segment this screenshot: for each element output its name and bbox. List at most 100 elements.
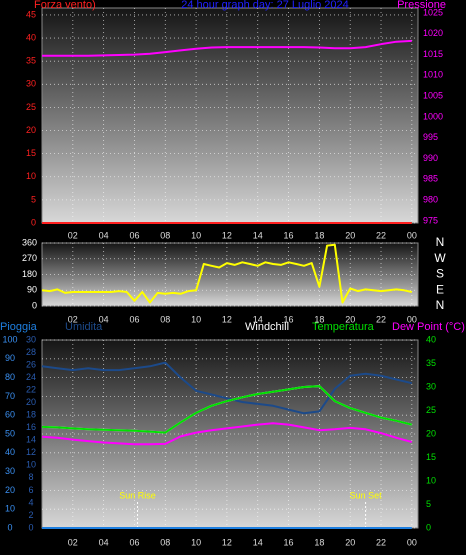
legend-entry: Umidita [65, 321, 103, 333]
x-tick-label: 08 [160, 230, 170, 240]
x-tick-label: 20 [345, 537, 355, 547]
y2label: Pressione [397, 0, 446, 11]
y2-tick-label: W [434, 251, 446, 265]
y-tick-label: 80 [5, 372, 15, 382]
legend-entry: Dew Point (°C) [392, 321, 465, 333]
x-tick-label: 18 [314, 314, 324, 324]
legend-entry: Pioggia [0, 321, 38, 333]
legend-entry: Temperatura [312, 321, 375, 333]
y2-tick-label: 1020 [423, 28, 443, 38]
x-tick-label: 14 [253, 230, 263, 240]
y-tick-label: 90 [27, 285, 37, 295]
y2-tick-label: 0 [426, 522, 431, 532]
x-tick-label: 14 [253, 314, 263, 324]
x-tick-label: 00 [407, 537, 417, 547]
y3-tick-label: 0 [28, 522, 33, 532]
y-tick-label: 0 [32, 300, 37, 310]
y3-tick-label: 18 [26, 410, 36, 420]
y-tick-label: 0 [7, 522, 12, 532]
y3-tick-label: 6 [28, 485, 33, 495]
x-tick-label: 12 [222, 230, 232, 240]
x-tick-label: 08 [160, 314, 170, 324]
y2-tick-label: 1005 [423, 91, 443, 101]
y2-tick-label: 990 [423, 153, 438, 163]
y2-tick-label: 35 [426, 358, 436, 368]
y3-tick-label: 24 [26, 372, 36, 382]
x-tick-label: 10 [191, 537, 201, 547]
y-tick-label: 20 [5, 485, 15, 495]
y2-tick-label: 1000 [423, 111, 443, 121]
y-tick-label: 15 [26, 148, 36, 158]
y-tick-label: 35 [26, 56, 36, 66]
y3-tick-label: 10 [26, 460, 36, 470]
x-tick-label: 10 [191, 314, 201, 324]
y-tick-label: 100 [2, 334, 17, 344]
y3-tick-label: 30 [26, 334, 36, 344]
y2-tick-label: N [436, 235, 445, 249]
series-line [41, 243, 413, 304]
x-tick-label: 22 [376, 230, 386, 240]
y-tick-label: 30 [5, 466, 15, 476]
x-tick-label: 08 [160, 537, 170, 547]
x-tick-label: 20 [345, 230, 355, 240]
x-tick-label: 18 [314, 230, 324, 240]
x-tick-label: 18 [314, 537, 324, 547]
x-tick-label: 16 [284, 537, 294, 547]
y-tick-label: 20 [26, 125, 36, 135]
x-tick-label: 16 [284, 230, 294, 240]
y2-tick-label: 975 [423, 215, 438, 225]
y2-tick-label: 995 [423, 132, 438, 142]
y2-tick-label: N [436, 298, 445, 312]
y2-tick-label: 20 [426, 428, 436, 438]
x-tick-label: 04 [99, 314, 109, 324]
y-tick-label: 0 [31, 217, 36, 227]
y3-tick-label: 26 [26, 359, 36, 369]
x-tick-label: 10 [191, 230, 201, 240]
plot-area [41, 7, 419, 224]
x-tick-label: 04 [99, 537, 109, 547]
y-tick-label: 90 [5, 353, 15, 363]
y-tick-label: 40 [26, 32, 36, 42]
x-tick-label: 12 [222, 537, 232, 547]
series-line [41, 385, 413, 434]
y2-tick-label: 1010 [423, 70, 443, 80]
y3-tick-label: 16 [26, 422, 36, 432]
x-tick-label: 06 [129, 230, 139, 240]
y-tick-label: 270 [22, 253, 37, 263]
x-tick-label: 00 [407, 314, 417, 324]
x-tick-label: 06 [129, 314, 139, 324]
y-tick-label: 360 [22, 237, 37, 247]
y-tick-label: 10 [26, 171, 36, 181]
x-tick-label: 02 [68, 314, 78, 324]
x-tick-label: 20 [345, 314, 355, 324]
y2-tick-label: 1015 [423, 49, 443, 59]
y3-tick-label: 28 [26, 347, 36, 357]
y2-tick-label: E [436, 282, 444, 296]
x-tick-label: 22 [376, 314, 386, 324]
y3-tick-label: 4 [28, 497, 33, 507]
y2-tick-label: S [436, 267, 444, 281]
x-tick-label: 22 [376, 537, 386, 547]
x-tick-label: 16 [284, 314, 294, 324]
y-tick-label: 45 [26, 9, 36, 19]
series-line [42, 39, 412, 57]
y2-tick-label: 980 [423, 195, 438, 205]
x-tick-label: 12 [222, 314, 232, 324]
x-tick-label: 02 [68, 537, 78, 547]
x-tick-label: 06 [129, 537, 139, 547]
y3-tick-label: 20 [26, 397, 36, 407]
legend-entry: Windchill [245, 321, 289, 333]
y2-tick-label: 10 [426, 475, 436, 485]
y-tick-label: 50 [5, 428, 15, 438]
y2-tick-label: 5 [426, 499, 431, 509]
y-tick-label: 10 [5, 504, 15, 514]
y-tick-label: 180 [22, 269, 37, 279]
series-line [41, 361, 413, 415]
y2-tick-label: 30 [426, 381, 436, 391]
x-tick-label: 00 [407, 230, 417, 240]
y-tick-label: 40 [5, 447, 15, 457]
x-tick-label: 02 [68, 230, 78, 240]
y3-tick-label: 22 [26, 385, 36, 395]
series-line [41, 422, 413, 446]
